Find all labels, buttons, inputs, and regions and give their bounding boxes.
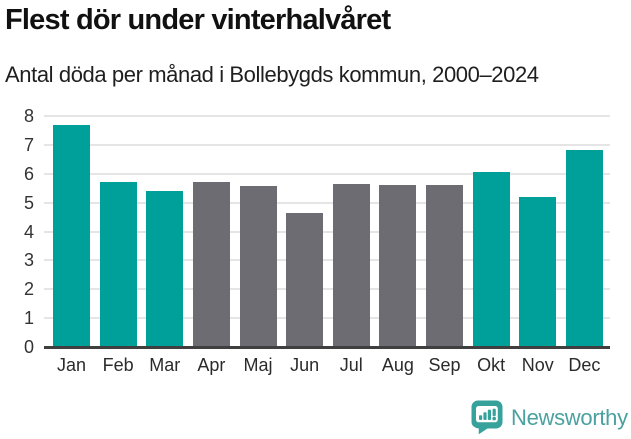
y-tick-label-6: 6 [23,163,34,184]
bar-okt [472,171,510,347]
y-tick-label-3: 3 [23,250,34,271]
x-axis: Jan Feb Mar Apr Maj Jun Jul Aug Sep Okt Nov Dec [44,355,610,376]
gridline-8 [44,115,610,117]
bar-jan [53,124,90,347]
chart-subtitle: Antal döda per månad i Bollebygds kommun… [5,62,539,87]
bar-feb [99,181,137,347]
x-tick-label-nov: Nov [521,355,554,375]
bar-maj [239,185,277,347]
newsworthy-brand: Newsworthy [470,400,628,435]
gridline-4 [44,230,610,233]
y-tick-label-8: 8 [23,106,34,126]
y-tick-label-4: 4 [23,221,34,242]
gridline-7 [44,143,610,146]
gridline-5 [44,201,610,204]
x-axis-line [44,346,610,349]
x-tick-label-jun: Jun [290,355,320,375]
x-tick-label-maj: Maj [243,355,273,375]
bar-nov [519,197,557,347]
bar-aug [379,185,417,347]
bar-jul [332,183,370,347]
bar-sep [426,184,463,347]
page-title: Flest dör under vinterhalvåret [5,4,391,36]
gridline-6 [44,172,610,175]
newsworthy-logo-icon [471,400,503,435]
x-tick-label-apr: Apr [197,355,226,375]
x-tick-label-dec: Dec [568,355,601,375]
bar-chart: 0 1 2 3 4 5 6 7 8 Jan Feb Mar Apr Maj Jun Jul Aug Sep Okt… [0,100,631,400]
bar-dec [565,149,603,347]
gridline-2 [44,288,610,291]
gridline-3 [44,259,610,262]
bar-apr [192,181,230,347]
y-axis: 0 1 2 3 4 5 6 7 8 [0,106,34,357]
y-tick-label-0: 0 [23,337,34,357]
y-tick-label-2: 2 [23,279,34,300]
bar-jun [286,212,324,347]
y-tick-label-5: 5 [23,192,34,213]
x-tick-label-jul: Jul [339,355,363,375]
x-tick-label-aug: Aug [381,355,414,375]
x-tick-label-feb: Feb [102,355,134,375]
gridline-1 [44,317,610,320]
y-tick-label-1: 1 [23,308,34,329]
x-tick-label-sep: Sep [428,355,461,375]
x-tick-label-okt: Okt [477,355,506,375]
brand-name: Newsworthy [511,404,628,430]
bar-mar [146,190,184,347]
y-tick-label-7: 7 [23,134,34,155]
x-tick-label-jan: Jan [56,355,87,375]
x-tick-label-mar: Mar [149,355,181,375]
plot-area [44,115,610,347]
